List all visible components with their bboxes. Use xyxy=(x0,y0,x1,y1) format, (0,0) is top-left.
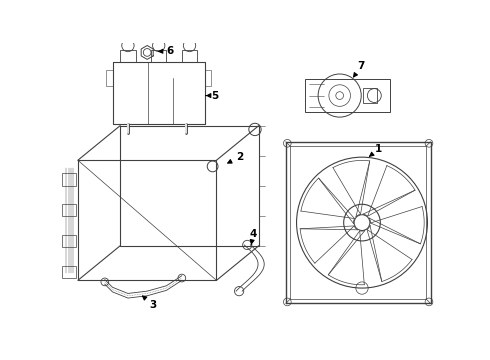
Bar xyxy=(106,70,113,86)
Bar xyxy=(182,50,197,62)
Bar xyxy=(205,70,211,86)
Text: 5: 5 xyxy=(206,91,219,100)
Bar xyxy=(63,266,76,278)
Text: 2: 2 xyxy=(228,152,243,163)
Bar xyxy=(120,50,136,62)
Text: 6: 6 xyxy=(159,46,174,56)
Bar xyxy=(63,173,76,186)
Bar xyxy=(305,80,390,112)
Text: 1: 1 xyxy=(369,144,382,157)
Bar xyxy=(151,50,167,62)
Bar xyxy=(363,88,377,103)
Text: 3: 3 xyxy=(143,296,157,310)
Bar xyxy=(63,235,76,247)
Bar xyxy=(63,204,76,216)
Text: 7: 7 xyxy=(354,61,365,77)
Text: 4: 4 xyxy=(250,229,257,245)
